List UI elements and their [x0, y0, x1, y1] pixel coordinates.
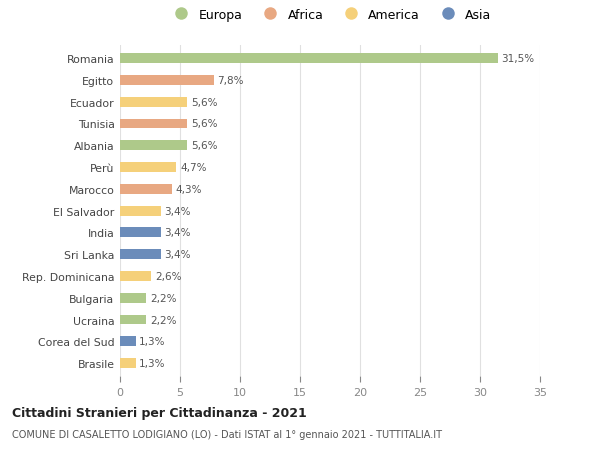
- Text: 4,3%: 4,3%: [175, 185, 202, 195]
- Text: 3,4%: 3,4%: [164, 206, 191, 216]
- Text: 5,6%: 5,6%: [191, 141, 217, 151]
- Bar: [120, 119, 187, 129]
- Text: Cittadini Stranieri per Cittadinanza - 2021: Cittadini Stranieri per Cittadinanza - 2…: [12, 406, 307, 419]
- Bar: [120, 315, 146, 325]
- Bar: [120, 337, 136, 347]
- Bar: [120, 163, 176, 173]
- Bar: [120, 206, 161, 216]
- Text: 4,7%: 4,7%: [180, 162, 206, 173]
- Bar: [120, 141, 187, 151]
- Text: 5,6%: 5,6%: [191, 97, 217, 107]
- Bar: [120, 358, 136, 368]
- Text: 1,3%: 1,3%: [139, 358, 166, 368]
- Text: COMUNE DI CASALETTO LODIGIANO (LO) - Dati ISTAT al 1° gennaio 2021 - TUTTITALIA.: COMUNE DI CASALETTO LODIGIANO (LO) - Dat…: [12, 429, 442, 439]
- Text: 3,4%: 3,4%: [164, 228, 191, 238]
- Text: 31,5%: 31,5%: [502, 54, 535, 64]
- Bar: [120, 98, 187, 107]
- Text: 1,3%: 1,3%: [139, 336, 166, 347]
- Bar: [120, 271, 151, 281]
- Bar: [120, 228, 161, 238]
- Text: 5,6%: 5,6%: [191, 119, 217, 129]
- Bar: [120, 54, 498, 64]
- Bar: [120, 250, 161, 259]
- Legend: Europa, Africa, America, Asia: Europa, Africa, America, Asia: [164, 4, 496, 27]
- Bar: [120, 185, 172, 194]
- Text: 2,6%: 2,6%: [155, 271, 181, 281]
- Bar: [120, 76, 214, 85]
- Text: 7,8%: 7,8%: [217, 76, 244, 86]
- Bar: [120, 293, 146, 303]
- Text: 2,2%: 2,2%: [150, 315, 176, 325]
- Text: 2,2%: 2,2%: [150, 293, 176, 303]
- Text: 3,4%: 3,4%: [164, 250, 191, 260]
